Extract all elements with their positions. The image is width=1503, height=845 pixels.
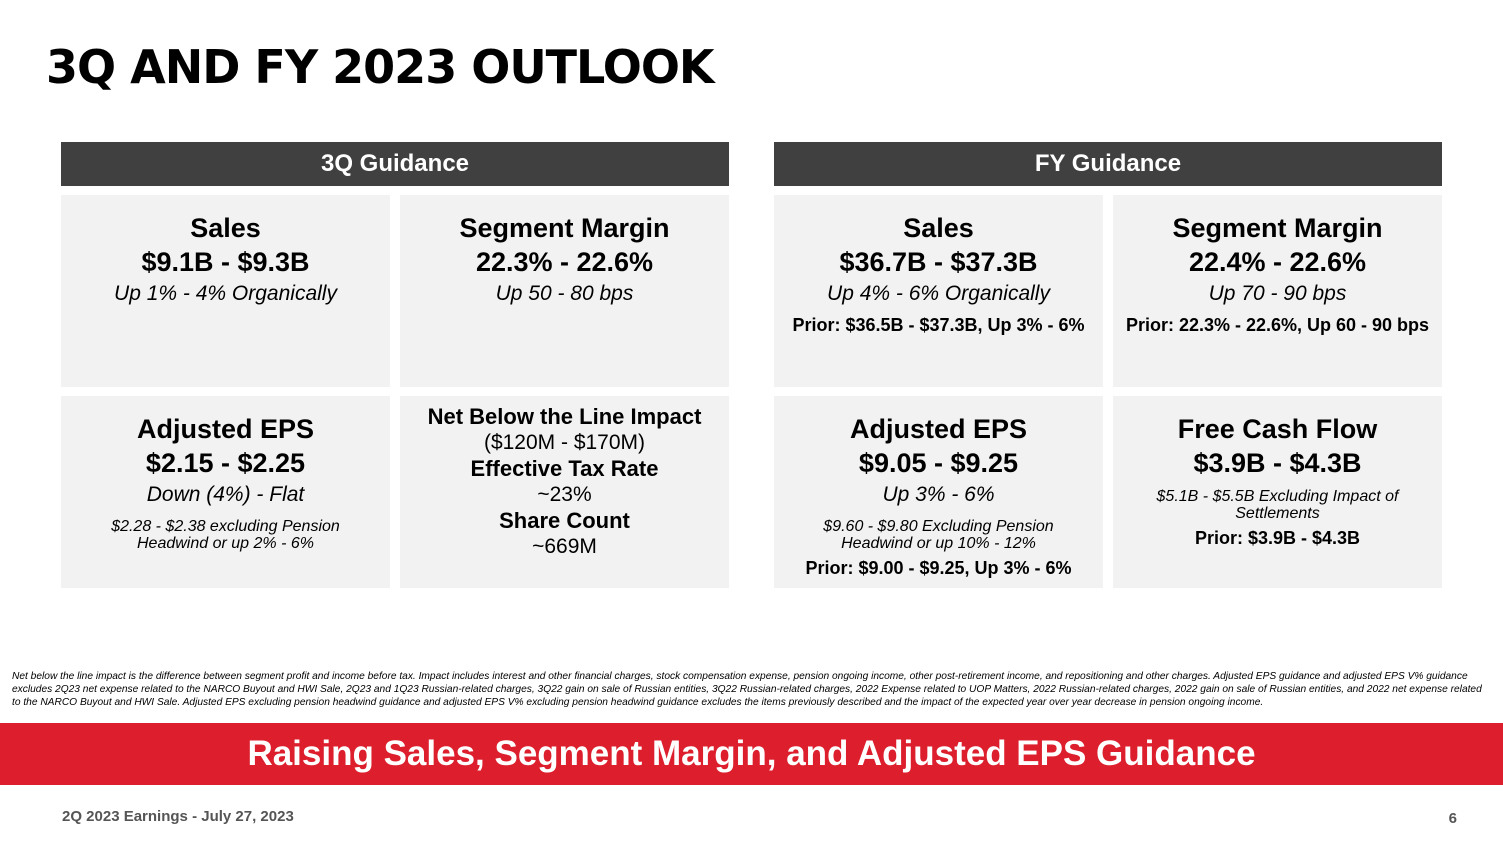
fy-sales-prior: Prior: $36.5B - $37.3B, Up 3% - 6% [792, 315, 1085, 335]
q3-tax-value: ~23% [537, 483, 592, 506]
q3-segment-margin-card: Segment Margin 22.3% - 22.6% Up 50 - 80 … [400, 195, 729, 387]
fy-segment-margin-sub: Up 70 - 90 bps [1208, 282, 1347, 305]
fy-eps-prior: Prior: $9.00 - $9.25, Up 3% - 6% [805, 558, 1072, 578]
q3-share-heading: Share Count [499, 508, 630, 533]
fy-fcf-note: $5.1B - $5.5B Excluding Impact of Settle… [1156, 488, 1399, 522]
footer-event-date: 2Q 2023 Earnings - July 27, 2023 [62, 808, 294, 825]
fy-sales-card: Sales $36.7B - $37.3B Up 4% - 6% Organic… [774, 195, 1103, 387]
fy-eps-value: $9.05 - $9.25 [858, 448, 1019, 478]
fy-sales-value: $36.7B - $37.3B [839, 247, 1038, 277]
fy-guidance-header: FY Guidance [774, 142, 1442, 186]
fy-free-cash-flow-card: Free Cash Flow $3.9B - $4.3B $5.1B - $5.… [1113, 396, 1442, 588]
page-title: 3Q AND FY 2023 OUTLOOK [46, 40, 715, 94]
q3-other-card: Net Below the Line Impact ($120M - $170M… [400, 396, 729, 588]
q3-sales-value: $9.1B - $9.3B [141, 247, 310, 277]
q3-segment-margin-value: 22.3% - 22.6% [475, 247, 654, 277]
q3-eps-heading: Adjusted EPS [136, 414, 315, 444]
q3-sales-card: Sales $9.1B - $9.3B Up 1% - 4% Organical… [61, 195, 390, 387]
q3-eps-sub: Down (4%) - Flat [146, 483, 305, 506]
fy-eps-sub: Up 3% - 6% [882, 483, 995, 506]
q3-sales-heading: Sales [190, 213, 261, 243]
fy-segment-margin-heading: Segment Margin [1172, 213, 1383, 243]
guidance-banner: Raising Sales, Segment Margin, and Adjus… [0, 723, 1503, 785]
footnote: Net below the line impact is the differe… [12, 671, 1482, 708]
q3-eps-value: $2.15 - $2.25 [145, 448, 306, 478]
q3-eps-note: $2.28 - $2.38 excluding Pension Headwind… [111, 518, 340, 552]
fy-adjusted-eps-card: Adjusted EPS $9.05 - $9.25 Up 3% - 6% $9… [774, 396, 1103, 588]
q3-adjusted-eps-card: Adjusted EPS $2.15 - $2.25 Down (4%) - F… [61, 396, 390, 588]
fy-segment-margin-value: 22.4% - 22.6% [1188, 247, 1367, 277]
fy-fcf-prior: Prior: $3.9B - $4.3B [1194, 528, 1361, 548]
q3-segment-margin-heading: Segment Margin [459, 213, 670, 243]
q3-nbl-value: ($120M - $170M) [483, 431, 646, 454]
page-number: 6 [1448, 810, 1457, 827]
fy-fcf-heading: Free Cash Flow [1177, 414, 1378, 444]
fy-segment-margin-card: Segment Margin 22.4% - 22.6% Up 70 - 90 … [1113, 195, 1442, 387]
q3-nbl-heading: Net Below the Line Impact [427, 404, 702, 429]
q3-sales-sub: Up 1% - 4% Organically [114, 282, 337, 305]
fy-eps-heading: Adjusted EPS [849, 414, 1028, 444]
fy-segment-margin-prior: Prior: 22.3% - 22.6%, Up 60 - 90 bps [1125, 315, 1430, 335]
q3-guidance-header: 3Q Guidance [61, 142, 729, 186]
fy-sales-sub: Up 4% - 6% Organically [827, 282, 1050, 305]
q3-tax-heading: Effective Tax Rate [470, 456, 659, 481]
fy-sales-heading: Sales [903, 213, 974, 243]
q3-segment-margin-sub: Up 50 - 80 bps [495, 282, 634, 305]
q3-share-value: ~669M [532, 535, 597, 558]
fy-eps-note: $9.60 - $9.80 Excluding Pension Headwind… [823, 518, 1054, 552]
fy-fcf-value: $3.9B - $4.3B [1193, 448, 1362, 478]
